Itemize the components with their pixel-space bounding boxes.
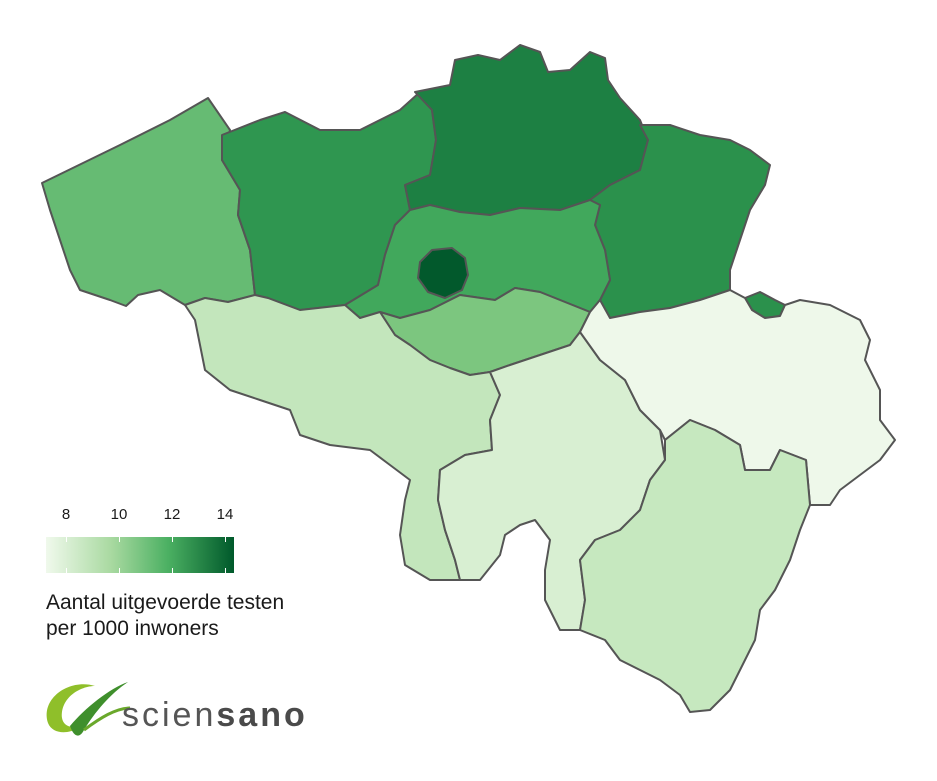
sciensano-wordmark-light: scien <box>122 696 217 734</box>
legend-title-line-2: per 1000 inwoners <box>46 617 219 640</box>
legend-title-line-1: Aantal uitgevoerde testen <box>46 591 285 614</box>
sciensano-wordmark: sciensano <box>122 696 308 735</box>
region-west-vlaanderen[interactable] <box>41 97 256 307</box>
legend-tick-label: 12 <box>163 506 181 523</box>
legend-color-bar <box>46 537 234 573</box>
legend-tickmark <box>66 537 67 542</box>
legend-tickmark <box>172 537 173 542</box>
region-luxembourg[interactable] <box>579 419 811 713</box>
sciensano-wordmark-bold: sano <box>216 696 308 734</box>
legend-tick-labels: 8 10 12 14 <box>46 506 236 528</box>
legend-title: Aantal uitgevoerde testen per 1000 inwon… <box>46 590 284 642</box>
legend-tickmark <box>225 568 226 573</box>
legend-tickmark <box>66 568 67 573</box>
sciensano-logo: sciensano <box>40 668 340 748</box>
legend-tick-label: 10 <box>110 506 128 523</box>
legend: 8 10 12 14 <box>46 506 236 576</box>
legend-tickmark <box>119 537 120 542</box>
legend-tick-label: 14 <box>216 506 234 523</box>
legend-tickmark <box>225 537 226 542</box>
region-brussel[interactable] <box>417 247 469 299</box>
legend-tickmark <box>119 568 120 573</box>
legend-tick-label: 8 <box>61 506 71 523</box>
sciensano-leaf-icon <box>46 682 131 736</box>
legend-tickmark <box>172 568 173 573</box>
